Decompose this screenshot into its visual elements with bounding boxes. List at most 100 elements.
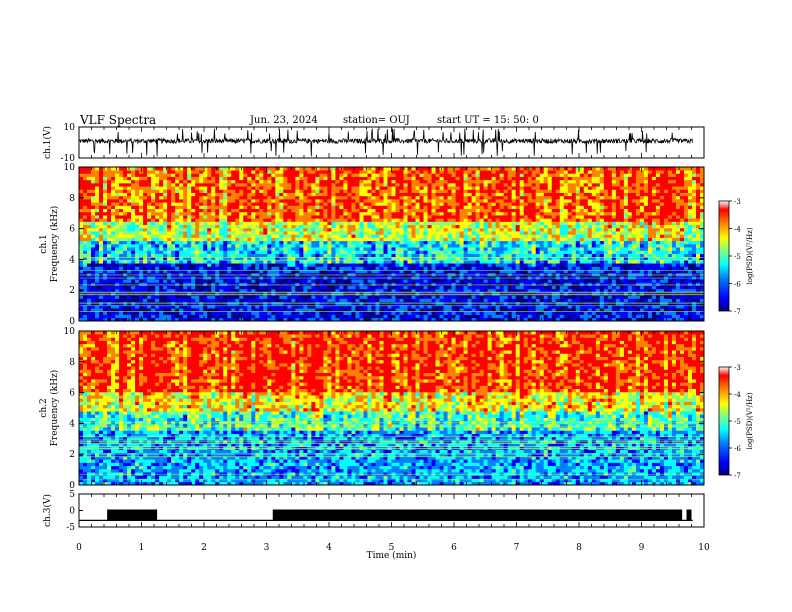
spectrogram-cell	[371, 186, 376, 190]
spectrogram-cell	[215, 256, 220, 261]
spectrogram-cell	[415, 221, 420, 226]
spectrogram-cell	[363, 224, 368, 229]
spectrogram-cell	[103, 269, 108, 274]
spectrogram-cell	[183, 199, 188, 203]
spectrogram-cell	[351, 282, 356, 287]
spectrogram-cell	[483, 314, 488, 319]
spectrogram-cell	[243, 288, 248, 293]
spectrogram-cell	[411, 247, 416, 251]
spectrogram-cell	[79, 247, 84, 251]
spectrogram-cell	[115, 317, 120, 322]
spectrogram-cell	[459, 240, 464, 245]
spectrogram-cell	[127, 244, 132, 248]
spectrogram-cell	[411, 311, 416, 315]
spectrogram-cell	[423, 167, 428, 171]
spectrogram-cell	[127, 240, 132, 245]
spectrogram-cell	[243, 208, 248, 213]
spectrogram-cell	[327, 288, 332, 293]
spectrogram-cell	[187, 221, 192, 226]
spectrogram-cell	[231, 183, 236, 187]
spectrogram-cell	[127, 234, 132, 238]
spectrogram-cell	[159, 234, 164, 238]
spectrogram-cell	[447, 298, 452, 303]
spectrogram-cell	[155, 179, 160, 184]
spectrogram-cell	[415, 173, 420, 177]
spectrogram-cell	[339, 176, 344, 181]
spectrogram-cell	[307, 202, 312, 206]
spectrogram-cell	[439, 202, 444, 206]
spectrogram-cell	[231, 288, 236, 293]
spectrogram-cell	[87, 192, 92, 197]
spectrogram-cell	[307, 211, 312, 216]
spectrogram-cell	[339, 240, 344, 245]
spectrogram-cell	[295, 240, 300, 245]
spectrogram-cell	[443, 247, 448, 251]
spectrogram-cell	[403, 192, 408, 197]
spectrogram-cell	[315, 208, 320, 213]
spectrogram-cell	[283, 192, 288, 197]
spectrogram-cell	[391, 199, 396, 203]
spectrogram-cell	[167, 260, 172, 264]
spectrogram-cell	[395, 208, 400, 213]
spectrogram-cell	[371, 215, 376, 219]
spectrogram-cell	[163, 247, 168, 251]
spectrogram-cell	[407, 317, 412, 322]
spectrogram-cell	[131, 224, 136, 229]
spectrogram-cell	[283, 279, 288, 283]
spectrogram-cell	[171, 183, 176, 187]
spectrogram-cell	[415, 298, 420, 303]
spectrogram-cell	[319, 260, 324, 264]
spectrogram-cell	[263, 314, 268, 319]
spectrogram-cell	[263, 295, 268, 299]
spectrogram-cell	[111, 266, 116, 270]
spectrogram-cell	[359, 237, 364, 242]
spectrogram-cell	[271, 199, 276, 203]
spectrogram-cell	[315, 186, 320, 190]
spectrogram-cell	[183, 285, 188, 290]
spectrogram-cell	[207, 237, 212, 242]
spectrogram-cell	[111, 176, 116, 181]
spectrogram-cell	[107, 176, 112, 181]
spectrogram-cell	[275, 240, 280, 245]
spectrogram-cell	[315, 211, 320, 216]
spectrogram-cell	[467, 240, 472, 245]
spectrogram-cell	[395, 227, 400, 232]
spectrogram-cell	[379, 189, 384, 193]
spectrogram-cell	[183, 189, 188, 193]
spectrogram-cell	[399, 211, 404, 216]
spectrogram-cell	[151, 256, 156, 261]
spectrogram-cell	[387, 253, 392, 258]
spectrogram-cell	[331, 179, 336, 184]
spectrogram-cell	[427, 189, 432, 193]
spectrogram-cell	[203, 256, 208, 261]
spectrogram-cell	[207, 195, 212, 200]
spectrogram-cell	[147, 240, 152, 245]
spectrogram-cell	[455, 189, 460, 193]
spectrogram-cell	[279, 237, 284, 242]
spectrogram-cell	[247, 256, 252, 261]
spectrogram-cell	[195, 266, 200, 270]
spectrogram-cell	[311, 215, 316, 219]
spectrogram-cell	[91, 234, 96, 238]
spectrogram-cell	[83, 311, 88, 315]
spectrogram-cell	[275, 183, 280, 187]
spectrogram-cell	[231, 211, 236, 216]
spectrogram-cell	[95, 279, 100, 283]
spectrogram-cell	[95, 282, 100, 287]
spectrogram-cell	[139, 272, 144, 277]
spectrogram-cell	[131, 247, 136, 251]
spectrogram-cell	[315, 282, 320, 287]
spectrogram-cell	[195, 244, 200, 248]
spectrogram-cell	[139, 227, 144, 232]
spectrogram-cell	[227, 211, 232, 216]
spectrogram-cell	[207, 202, 212, 206]
spectrogram-cell	[139, 179, 144, 184]
spectrogram-cell	[291, 195, 296, 200]
spectrogram-cell	[419, 173, 424, 177]
spectrogram-cell	[339, 298, 344, 303]
spectrogram-cell	[83, 237, 88, 242]
spectrogram-cell	[227, 234, 232, 238]
spectrogram-cell	[299, 244, 304, 248]
spectrogram-cell	[403, 211, 408, 216]
spectrogram-cell	[451, 308, 456, 312]
